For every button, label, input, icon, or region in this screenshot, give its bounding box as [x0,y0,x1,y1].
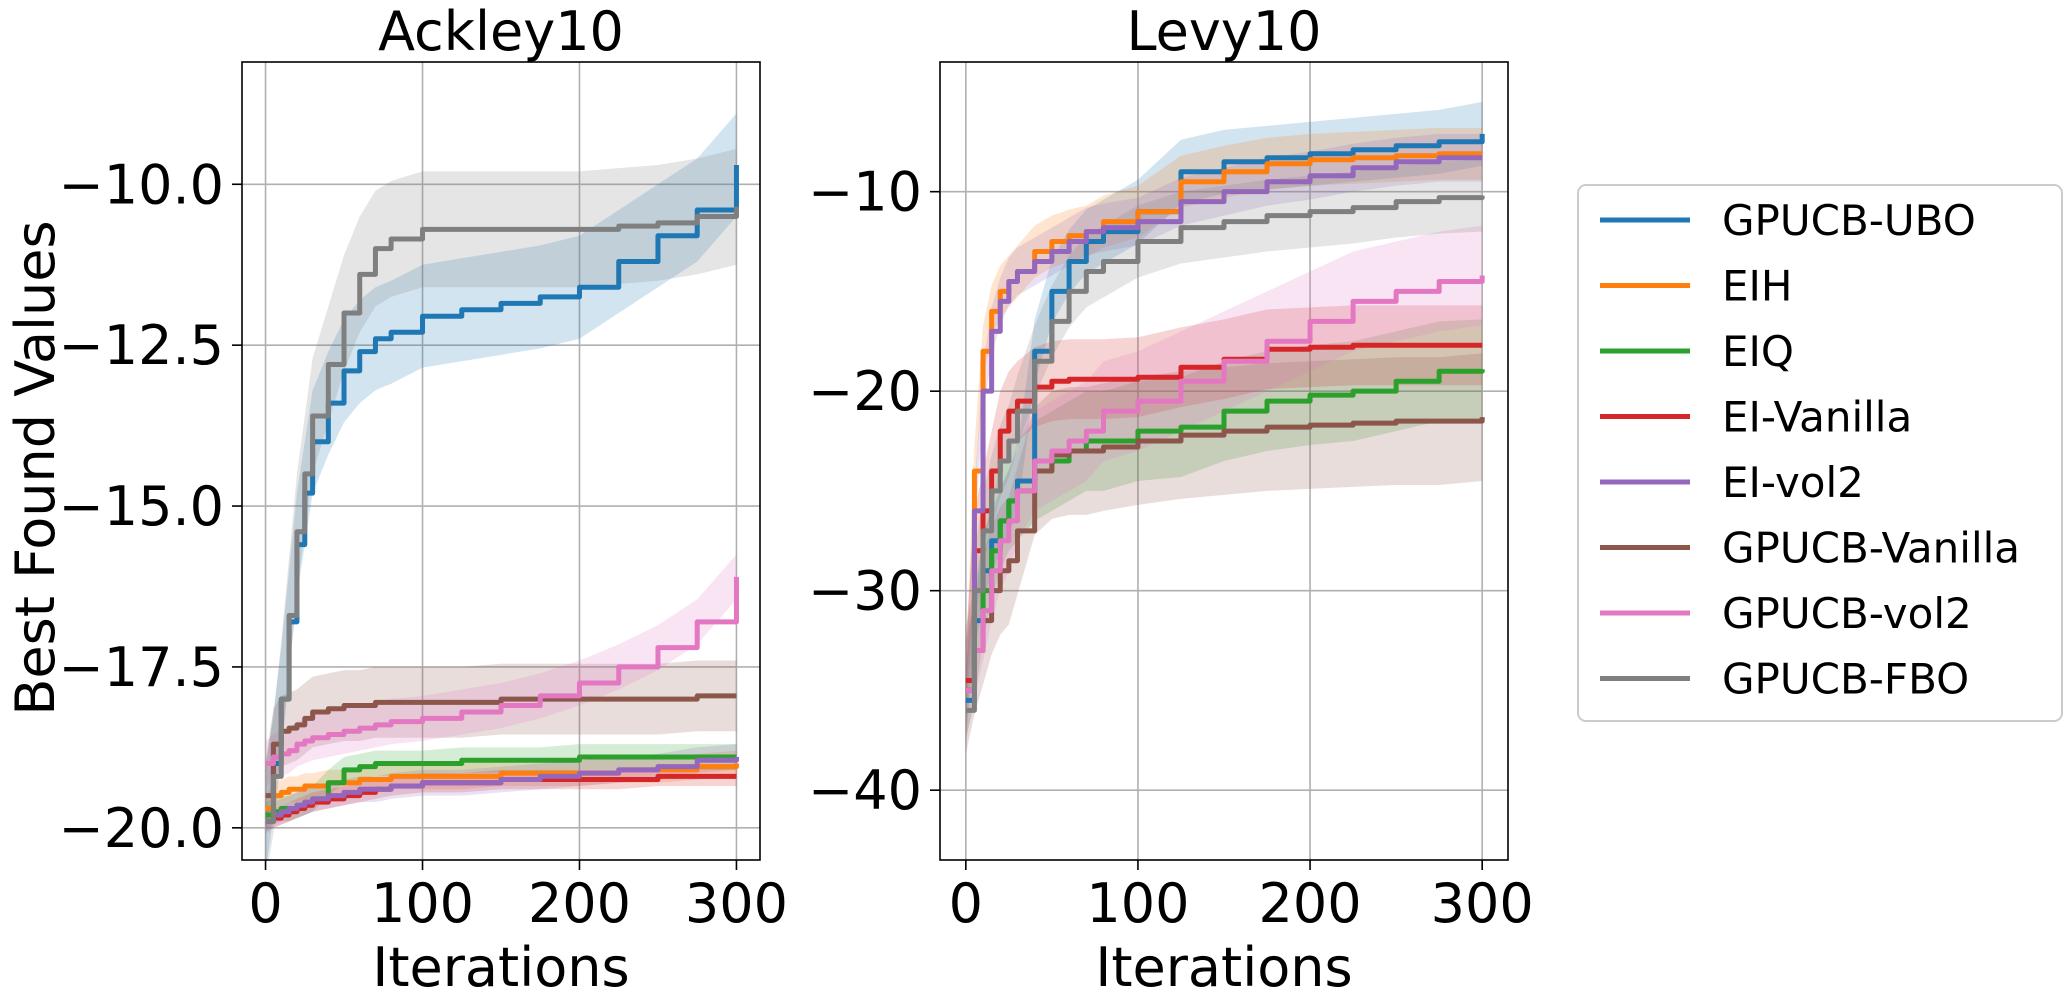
y-tick-label: −20 [808,360,922,423]
x-tick-label: 300 [1431,872,1534,935]
series-line-gpucb-fbo [965,195,1485,713]
band-ei-vanilla [965,305,1483,721]
y-tick-label: −10 [808,161,922,224]
legend-label: EI-Vanilla [1722,393,1912,442]
series-line-eiq [965,368,1485,693]
y-tick-label: −40 [808,759,922,822]
series-line-ei-vol2 [265,757,739,824]
legend-label: GPUCB-FBO [1722,655,1969,704]
band-gpucb-fbo [265,148,737,860]
x-axis-title: Iterations [1095,936,1352,992]
y-axis-title: Best Found Values [4,220,67,715]
legend-label: GPUCB-Vanilla [1722,524,2020,573]
band-gpucb-ubo [265,113,737,860]
chart-title: Ackley10 [378,0,624,63]
series-line-gpucb-vanilla [265,693,737,799]
legend-label: GPUCB-vol2 [1722,589,1972,638]
x-tick-label: 200 [1259,872,1362,935]
legend-frame [1577,184,2063,722]
plot-area [265,113,739,860]
x-tick-label: 300 [685,872,788,935]
y-tick-label: −20.0 [59,797,224,860]
band-ei-vanilla [265,766,737,832]
x-tick-label: 0 [248,872,282,935]
legend-label: GPUCB-UBO [1722,196,1976,245]
band-gpucb-vol2 [265,554,737,786]
series-line-ei-vol2 [965,155,1483,693]
y-tick-label: −10.0 [59,153,224,216]
series-line-gpucb-fbo [265,206,739,824]
legend-label: EIQ [1722,327,1794,376]
plot-frame [939,61,1509,861]
plot-area [965,101,1485,755]
legend-label: EI-vol2 [1722,458,1864,507]
series-line-gpucb-vol2 [265,576,739,766]
panel-ackley10: 0 100 200 300 −20.0 −17.5 −15.0 −12.5 −10.0 Ackle… [59,0,788,992]
y-tick-label: −12.5 [59,314,224,377]
legend: GPUCB-UBO EIH EIQ EI-Vanilla EI-vol2 GPUCB-Va… [1577,184,2063,722]
series-line-gpucb-vanilla [965,417,1485,693]
y-tick-label: −17.5 [59,636,224,699]
panel-levy10: 0 100 200 300 −40 −30 −20 −10 Levy10 Iterations [808,0,1534,992]
band-ei-vol2 [265,744,737,835]
band-gpucb-ubo [965,101,1483,733]
y-tick-label: −15.0 [59,475,224,538]
series-line-gpucb-vol2 [965,275,1485,693]
x-tick-label: 200 [528,872,631,935]
x-tick-label: 100 [371,872,474,935]
x-axis-title: Iterations [372,936,629,992]
band-gpucb-fbo [965,159,1483,747]
x-tick-label: 100 [1086,872,1189,935]
series-line-ei-vanilla [965,342,1483,683]
x-tick-label: 0 [949,872,983,935]
series-line-gpucb-ubo [265,164,739,824]
chart-title: Levy10 [1127,0,1322,63]
band-gpucb-vol2 [965,225,1483,741]
legend-label: EIH [1722,262,1793,311]
y-tick-label: −30 [808,560,922,623]
plot-frame [241,61,761,861]
